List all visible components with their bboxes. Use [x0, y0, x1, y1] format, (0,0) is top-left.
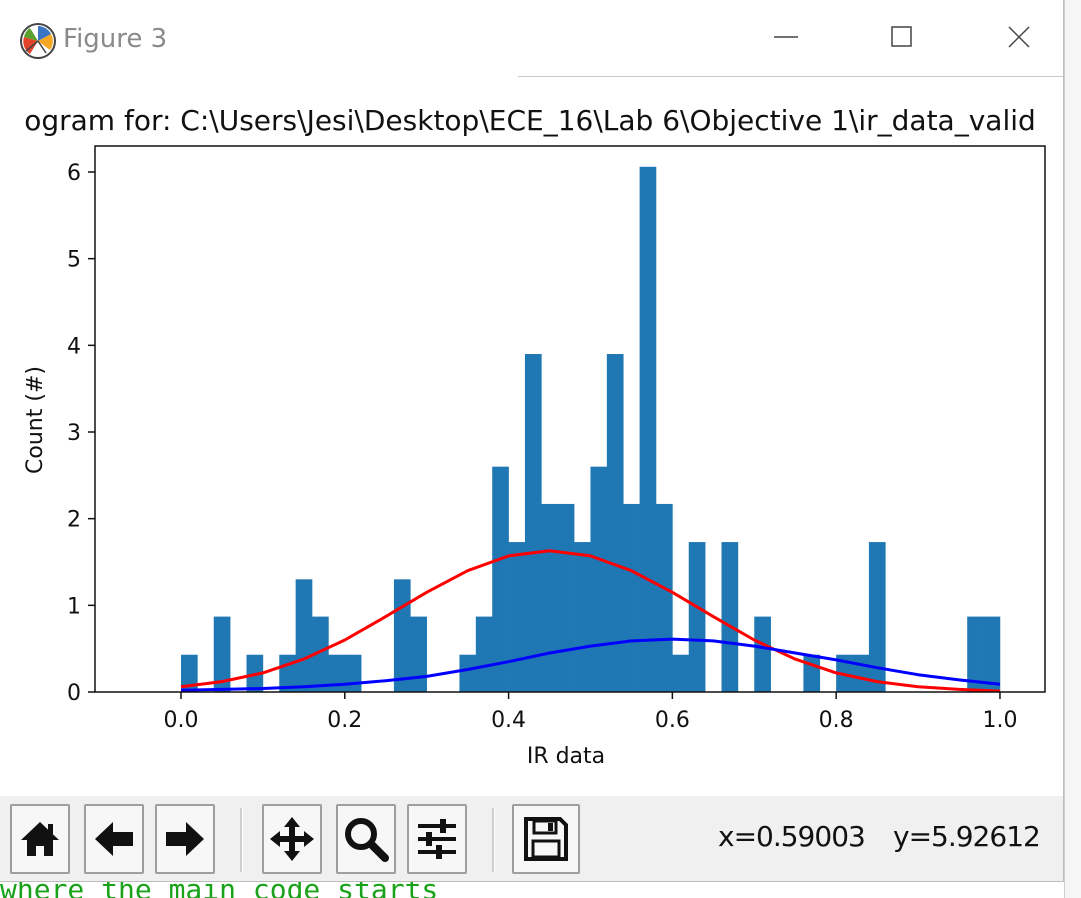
title-divider [518, 76, 1063, 77]
cursor-x-coordinate: x=0.59003 [718, 820, 866, 853]
histogram-bar [541, 503, 559, 692]
x-tick-label: 0.6 [655, 708, 690, 733]
x-tick-label: 0.0 [163, 708, 198, 733]
histogram-bar [393, 579, 411, 692]
maximize-icon [891, 26, 912, 47]
figure-window: Figure 3 ogram for: C:\Users\Jesi\Deskto… [0, 0, 1064, 882]
close-button[interactable] [989, 14, 1049, 60]
histogram-bar [459, 654, 477, 692]
x-axis-ticks: 0.0 0.2 0.4 0.6 0.8 1.0 [163, 692, 1017, 733]
histogram-bar [557, 503, 575, 692]
close-icon [1008, 26, 1030, 48]
histogram-bar [606, 354, 624, 692]
fit-curve [180, 549, 1001, 693]
histogram-bar [852, 654, 870, 692]
histogram-bar [639, 166, 657, 693]
histogram-bar [180, 654, 198, 692]
back-button[interactable] [84, 804, 144, 874]
y-tick-label: 4 [67, 334, 81, 359]
y-tick-label: 2 [67, 508, 81, 533]
histogram-bar [721, 542, 739, 692]
histogram-bar [655, 503, 673, 692]
title-bar[interactable]: Figure 3 [0, 0, 1063, 78]
home-icon [21, 822, 59, 856]
zoom-icon [345, 818, 389, 862]
configure-subplots-icon [418, 819, 456, 859]
forward-arrow-icon [166, 822, 204, 856]
histogram-bar [328, 654, 346, 692]
histogram-bar [213, 616, 231, 692]
histogram-bar [508, 542, 526, 692]
y-axis-ticks: 0 1 2 3 4 5 6 [67, 161, 95, 706]
window-title: Figure 3 [63, 24, 168, 54]
x-tick-label: 0.4 [491, 708, 526, 733]
histogram-bar [672, 654, 690, 692]
y-tick-label: 0 [67, 681, 81, 706]
y-tick-label: 1 [67, 594, 81, 619]
x-tick-label: 0.8 [819, 708, 854, 733]
save-button[interactable] [512, 804, 580, 874]
histogram-bar [492, 466, 509, 692]
maximize-button[interactable] [872, 14, 932, 60]
pan-icon [270, 817, 314, 861]
histogram-bar [803, 654, 821, 692]
home-button[interactable] [10, 804, 70, 874]
forward-button[interactable] [155, 804, 215, 874]
x-tick-label: 1.0 [982, 708, 1017, 733]
fit-curve [180, 637, 1001, 692]
x-tick-label: 0.2 [327, 708, 362, 733]
save-icon [524, 817, 568, 861]
histogram-bar [688, 542, 706, 692]
histogram-bar [590, 466, 608, 692]
fit-lines [180, 549, 1001, 693]
back-arrow-icon [95, 822, 133, 856]
histogram-bar [754, 616, 771, 692]
histogram-bar [295, 579, 313, 692]
y-tick-label: 3 [67, 421, 81, 446]
histogram-bar [983, 616, 1001, 692]
pan-button[interactable] [262, 804, 322, 874]
configure-subplots-button[interactable] [407, 804, 467, 874]
y-tick-label: 5 [67, 248, 81, 273]
histogram-bar [524, 354, 542, 692]
histogram-bars [180, 166, 1001, 693]
background-window-edge [1064, 0, 1081, 898]
zoom-button[interactable] [336, 804, 396, 874]
y-tick-label: 6 [67, 161, 81, 186]
x-axis-label: IR data [527, 744, 605, 769]
histogram-bar [410, 616, 427, 692]
toolbar-separator [492, 808, 495, 872]
minimize-icon [774, 36, 798, 38]
toolbar-separator [240, 808, 243, 872]
cursor-y-coordinate: y=5.92612 [893, 820, 1041, 853]
histogram-bar [623, 503, 640, 692]
histogram-bar [967, 616, 984, 692]
y-axis-label: Count (#) [23, 366, 48, 474]
figure-canvas[interactable]: ogram for: C:\Users\Jesi\Desktop\ECE_16\… [0, 80, 1063, 796]
chart-title: ogram for: C:\Users\Jesi\Desktop\ECE_16\… [24, 104, 1036, 137]
histogram-bar [312, 616, 329, 692]
plot-frame [94, 145, 1046, 693]
matplotlib-app-icon [18, 21, 58, 65]
histogram-bar [475, 616, 493, 692]
histogram-bar [344, 654, 362, 692]
histogram-bar [574, 542, 591, 692]
histogram-chart: ogram for: C:\Users\Jesi\Desktop\ECE_16\… [23, 104, 1046, 769]
minimize-button[interactable] [756, 14, 816, 60]
histogram-bar [868, 542, 886, 692]
